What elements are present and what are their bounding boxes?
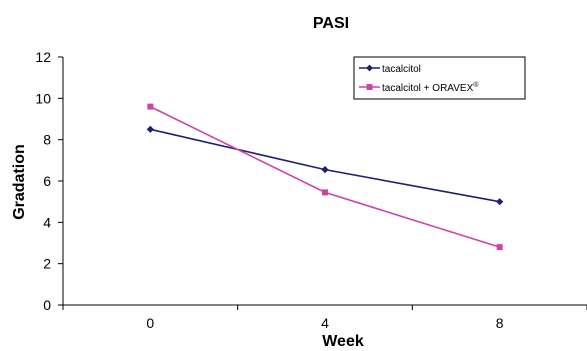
y-tick-label: 8 bbox=[43, 132, 51, 148]
series-layer bbox=[146, 103, 504, 251]
axes: 0 2 4 6 8 10 12 0 4 8 bbox=[35, 49, 587, 331]
data-point bbox=[322, 189, 328, 196]
y-tick-label: 2 bbox=[43, 256, 51, 272]
chart-title: PASI bbox=[313, 15, 349, 32]
y-tick-label: 4 bbox=[43, 214, 51, 230]
x-tick-label: 8 bbox=[496, 315, 504, 331]
series-2 bbox=[147, 103, 503, 251]
data-point bbox=[147, 103, 154, 110]
series-line bbox=[149, 105, 500, 248]
y-tick-label: 0 bbox=[43, 297, 51, 313]
legend: tacalcitol tacalcitol + ORAVEX® bbox=[353, 56, 526, 100]
y-axis-title: Gradation bbox=[11, 144, 28, 220]
x-tick-label: 0 bbox=[146, 315, 154, 331]
legend-marker bbox=[366, 64, 373, 72]
legend-label-superscript: ® bbox=[473, 81, 479, 89]
legend-label: tacalcitol + ORAVEX® bbox=[382, 81, 479, 94]
data-point bbox=[496, 244, 503, 251]
data-point bbox=[321, 166, 329, 174]
data-point bbox=[496, 198, 504, 206]
legend-label: tacalcitol bbox=[382, 64, 421, 75]
x-tick-label: 4 bbox=[321, 315, 329, 331]
y-tick-label: 6 bbox=[43, 173, 51, 189]
data-point bbox=[146, 125, 154, 133]
legend-marker bbox=[366, 84, 373, 90]
x-axis-title: Week bbox=[322, 333, 364, 350]
y-tick-label: 10 bbox=[35, 90, 51, 106]
y-tick-label: 12 bbox=[35, 49, 51, 65]
series-1 bbox=[146, 125, 504, 206]
legend-box bbox=[353, 56, 526, 100]
